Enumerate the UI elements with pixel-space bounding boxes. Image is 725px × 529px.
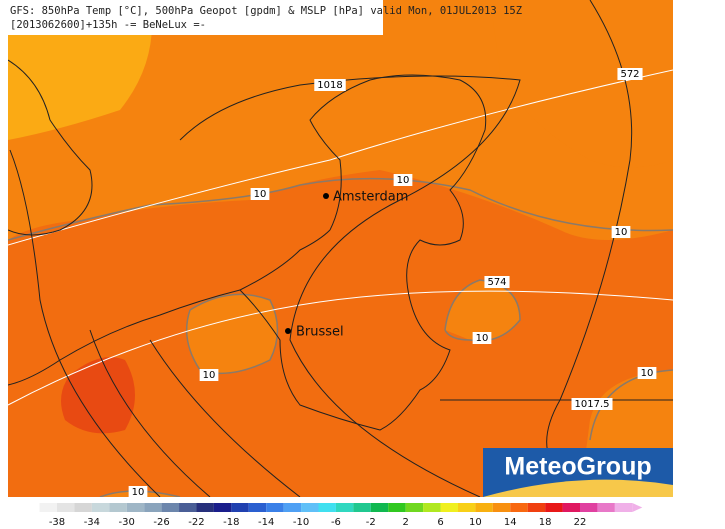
scale-cell xyxy=(91,503,110,512)
scale-cell xyxy=(353,503,371,512)
label-box xyxy=(611,226,631,238)
scale-tick-label: -2 xyxy=(366,517,376,528)
contour-labels: 1018 572 10 10 10 574 10 10 10 1017.5 10 xyxy=(128,68,657,498)
scale-cell xyxy=(405,503,424,512)
scale-tick-label: 14 xyxy=(504,517,517,528)
label-box xyxy=(393,174,413,186)
scale-cell xyxy=(179,503,197,512)
logo: MeteoGroup xyxy=(504,453,651,481)
scale-tick-label: -18 xyxy=(223,517,239,528)
label-box xyxy=(484,276,510,288)
contour-label: 10 xyxy=(254,189,267,200)
scale-cell xyxy=(109,503,127,512)
scale-cell xyxy=(580,503,598,512)
label-box xyxy=(472,332,492,344)
scale-cell xyxy=(126,503,145,512)
scale-cell xyxy=(614,503,633,512)
contour-label: 10 xyxy=(615,227,628,238)
contour-label: 1018 xyxy=(317,80,342,91)
contour-label: 10 xyxy=(132,487,145,498)
scale-cell xyxy=(562,503,580,512)
scale-cell xyxy=(475,503,493,512)
scale-cell xyxy=(545,503,563,512)
contour-label: 1017.5 xyxy=(575,399,610,410)
scale-cell xyxy=(22,503,40,512)
scale-tick-label: 2 xyxy=(402,517,408,528)
scale-cell xyxy=(440,503,458,512)
map xyxy=(8,0,673,497)
scale-tick-label: 6 xyxy=(437,517,443,528)
scale-cell xyxy=(39,503,57,512)
scale-cell xyxy=(335,503,354,512)
city-name: Amsterdam xyxy=(333,190,408,205)
scale-cell xyxy=(57,503,75,512)
scale-tick-label: 10 xyxy=(469,517,482,528)
label-box xyxy=(314,79,346,91)
contour-label: 572 xyxy=(620,69,639,80)
scale-cell xyxy=(510,503,528,512)
city-name: Brussel xyxy=(296,325,344,340)
scale-arrow xyxy=(632,503,643,512)
scale-cell xyxy=(318,503,336,512)
contour-label: 10 xyxy=(641,368,654,379)
scale-cell xyxy=(423,503,441,512)
scale-tick-label: -26 xyxy=(153,517,169,528)
label-box xyxy=(199,369,219,381)
scale-tick-label: -38 xyxy=(49,517,65,528)
city-dot xyxy=(285,328,291,334)
scale-tick-label: -22 xyxy=(188,517,204,528)
scale-cell xyxy=(213,503,232,512)
logo-sun xyxy=(483,479,673,497)
scale-cell xyxy=(457,503,476,512)
header-line: GFS: 850hPa Temp [°C], 500hPa Geopot [gp… xyxy=(10,5,522,17)
scale-tick-label: -10 xyxy=(293,517,309,528)
scale-tick-label: 22 xyxy=(574,517,587,528)
scale-cell xyxy=(231,503,249,512)
scale-cell xyxy=(527,503,546,512)
scale-cell xyxy=(144,503,162,512)
label-box xyxy=(250,188,270,200)
scale-tick-label: -14 xyxy=(258,517,274,528)
color-scale: -38 -34 -30 -26 -22 -18 -14 -10 -6 -2 2 6 10 14 18 22 xyxy=(22,503,643,528)
label-box xyxy=(637,367,657,379)
scale-cell xyxy=(492,503,511,512)
header-box xyxy=(8,0,383,35)
scale-tick-label: -30 xyxy=(119,517,135,528)
scale-cell xyxy=(597,503,615,512)
label-box xyxy=(571,398,613,410)
scale-cell xyxy=(388,503,406,512)
scale-tick-label: -6 xyxy=(331,517,341,528)
scale-cell xyxy=(301,503,319,512)
contour-label: 10 xyxy=(203,370,216,381)
scale-cell xyxy=(283,503,302,512)
header-line: [2013062600]+135h -= BeNeLux =- xyxy=(10,19,206,31)
scale-cell xyxy=(266,503,284,512)
scale-cell xyxy=(370,503,389,512)
scale-cell xyxy=(248,503,267,512)
contour-label: 10 xyxy=(476,333,489,344)
contour-label: 574 xyxy=(487,277,506,288)
city-dot xyxy=(323,193,329,199)
scale-tick-label: 18 xyxy=(539,517,552,528)
label-box xyxy=(128,486,148,498)
contour-label: 10 xyxy=(397,175,410,186)
scale-cell xyxy=(161,503,180,512)
scale-tick-label: -34 xyxy=(84,517,100,528)
scale-cell xyxy=(196,503,214,512)
label-box xyxy=(617,68,643,80)
scale-cell xyxy=(74,503,92,512)
